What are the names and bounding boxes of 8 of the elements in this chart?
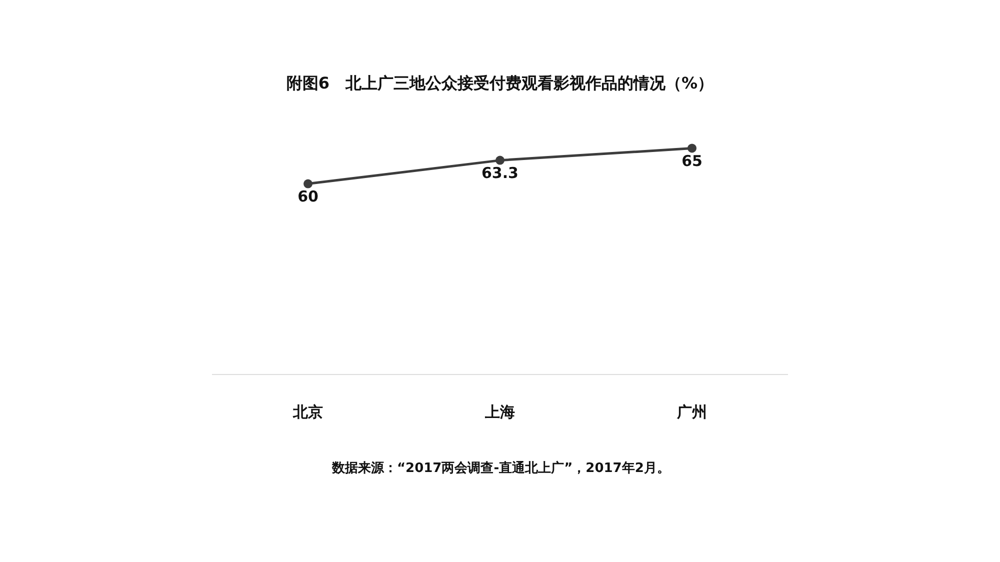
x-tick-label: 广州 (676, 403, 707, 421)
source-note: 数据来源：“2017两会调查-直通北上广”，2017年2月。 (331, 460, 670, 476)
x-tick-label: 北京 (292, 403, 323, 421)
chart-title: 附图6 北上广三地公众接受付费观看影视作品的情况（%） (286, 74, 714, 93)
data-label: 60 (298, 188, 318, 206)
data-label: 65 (682, 152, 702, 170)
data-label: 63.3 (481, 164, 519, 182)
x-tick-label: 上海 (484, 403, 515, 421)
